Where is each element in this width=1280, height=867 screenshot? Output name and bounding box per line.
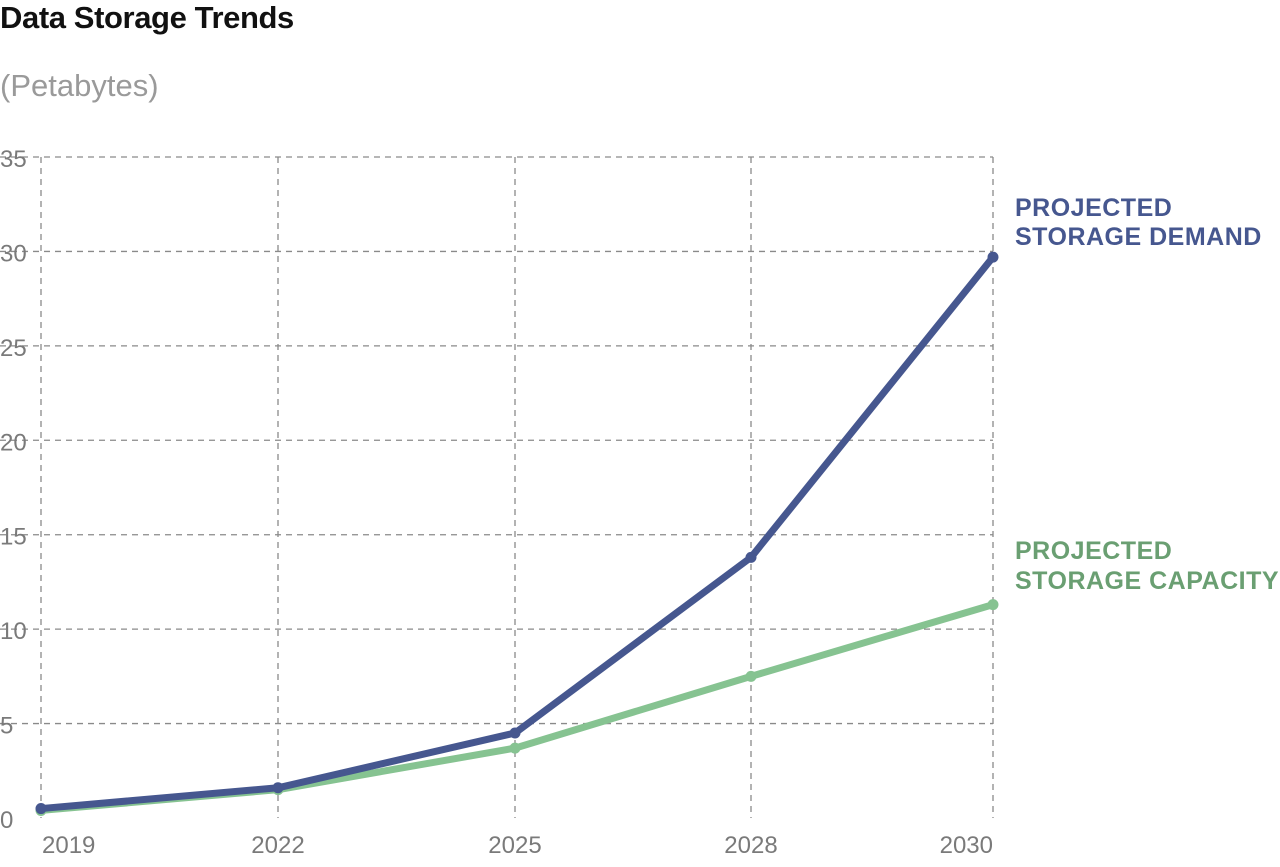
y-tick-label: 10 (0, 618, 27, 645)
data-point (987, 251, 999, 263)
x-tick-label: 2028 (724, 832, 777, 859)
data-point (745, 670, 757, 682)
series-lines (35, 251, 999, 816)
series-line-1 (37, 601, 997, 814)
y-axis-ticks: 0 5 10 15 20 25 30 35 (0, 146, 27, 834)
y-tick-label: 25 (0, 335, 27, 362)
data-point (272, 782, 284, 794)
series-label-line: PROJECTED (1015, 537, 1172, 565)
data-point (509, 727, 521, 739)
y-tick-label: 15 (0, 524, 27, 551)
x-tick-label: 2030 (940, 832, 993, 859)
series-label-line: PROJECTED (1015, 194, 1172, 222)
y-tick-label: 30 (0, 240, 27, 267)
y-tick-label: 20 (0, 429, 27, 456)
y-tick-label: 35 (0, 146, 27, 173)
series-label-line: STORAGE DEMAND (1015, 223, 1262, 251)
x-tick-label: 2025 (488, 832, 541, 859)
series-line-0 (37, 253, 997, 813)
series-label-line: STORAGE CAPACITY (1015, 567, 1279, 595)
chart-subtitle: (Petabytes) (0, 68, 159, 103)
data-point (509, 742, 521, 754)
data-point (987, 599, 999, 611)
chart-title: Data Storage Trends (0, 0, 294, 35)
x-axis-ticks: 2019 2022 2025 2028 2030 (42, 832, 993, 859)
y-tick-label: 5 (0, 713, 13, 740)
x-tick-label: 2019 (42, 832, 95, 859)
data-point (745, 551, 757, 563)
x-tick-label: 2022 (251, 832, 304, 859)
y-tick-label: 0 (0, 807, 13, 834)
grid-lines (0, 156, 994, 818)
data-point (35, 803, 47, 815)
